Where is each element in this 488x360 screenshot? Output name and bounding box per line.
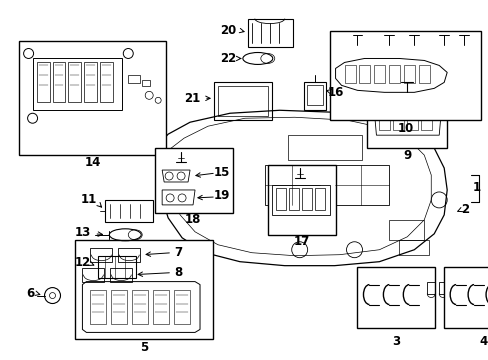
Text: 5: 5 (140, 341, 148, 354)
Text: 11: 11 (80, 193, 96, 206)
Circle shape (155, 97, 161, 103)
Bar (404, 66, 414, 84)
Bar (84, 62, 97, 102)
Bar (288, 188, 298, 210)
Bar (287, 135, 362, 160)
Text: 17: 17 (293, 235, 309, 248)
Text: 16: 16 (326, 86, 343, 99)
Text: 2: 2 (460, 203, 468, 216)
Bar (214, 82, 271, 120)
Text: 7: 7 (174, 246, 182, 259)
Text: 1: 1 (472, 181, 480, 194)
Bar (33, 58, 122, 110)
Text: 19: 19 (213, 189, 230, 202)
Bar (98, 256, 136, 278)
Bar (392, 115, 404, 130)
Bar (344, 66, 355, 84)
Polygon shape (155, 110, 447, 266)
Text: 8: 8 (174, 266, 182, 279)
Bar (90, 289, 106, 324)
Text: 15: 15 (213, 166, 230, 179)
Bar (90, 248, 112, 262)
Bar (421, 115, 431, 130)
Bar (399, 240, 428, 255)
Bar (52, 62, 65, 102)
Text: 14: 14 (84, 156, 101, 168)
Bar (100, 62, 113, 102)
Text: 6: 6 (26, 287, 35, 300)
Text: 4: 4 (478, 335, 486, 348)
Text: 13: 13 (74, 226, 90, 239)
Bar (271, 185, 329, 215)
Bar (379, 115, 389, 130)
Text: 3: 3 (391, 335, 400, 348)
Bar (110, 268, 132, 282)
Text: 21: 21 (183, 92, 200, 105)
Text: 12: 12 (74, 256, 90, 269)
Bar (142, 80, 150, 86)
Bar (132, 289, 148, 324)
Bar (275, 188, 285, 210)
Bar (418, 66, 429, 84)
Bar (427, 282, 434, 293)
Bar (153, 289, 169, 324)
Bar (438, 282, 447, 293)
Bar (68, 62, 81, 102)
Bar (407, 115, 417, 130)
Bar (314, 188, 324, 210)
Bar (357, 267, 434, 328)
Bar (301, 188, 311, 210)
Bar (218, 86, 267, 116)
Bar (105, 200, 153, 222)
Bar (247, 19, 292, 46)
Bar (306, 85, 322, 105)
Bar (19, 41, 166, 155)
Bar (334, 165, 388, 205)
Bar (374, 66, 385, 84)
Bar (264, 165, 319, 205)
Text: 22: 22 (219, 52, 236, 65)
Bar (118, 248, 140, 262)
Bar (111, 289, 127, 324)
Bar (128, 75, 140, 84)
Bar (303, 82, 325, 110)
Bar (359, 66, 370, 84)
Bar (155, 148, 232, 213)
Bar (329, 31, 480, 120)
Bar (75, 240, 213, 339)
Bar (388, 66, 400, 84)
Bar (37, 62, 49, 102)
Text: 20: 20 (219, 24, 236, 37)
Text: 9: 9 (403, 149, 410, 162)
Bar (267, 165, 335, 235)
Bar (366, 78, 447, 148)
Bar (443, 267, 488, 328)
Bar (82, 268, 104, 282)
Bar (388, 220, 424, 240)
Text: 18: 18 (184, 213, 201, 226)
Text: 10: 10 (396, 122, 413, 135)
Bar (174, 289, 190, 324)
